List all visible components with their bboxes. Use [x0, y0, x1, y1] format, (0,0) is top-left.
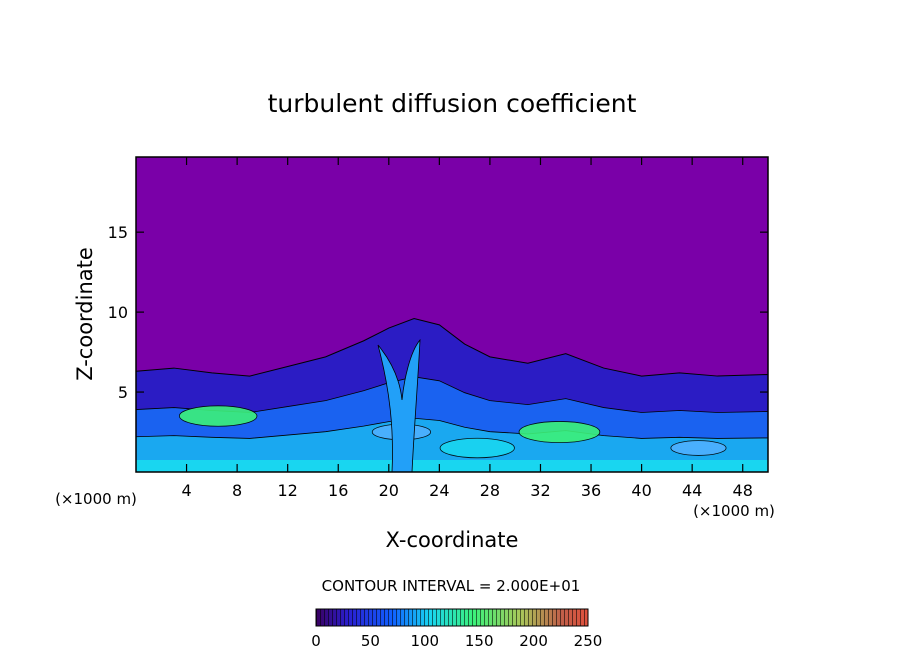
hotspot-0	[178, 405, 258, 427]
colorbar-ticks: 0 50 100 150 200 250	[311, 632, 602, 650]
x-tick-label-40: 40	[631, 481, 651, 500]
y-tick-label-5: 5	[118, 383, 128, 402]
colorbar-tick-label-50: 50	[361, 632, 380, 650]
plot-area	[136, 157, 768, 472]
hotspots	[178, 405, 727, 459]
colorbar: 0 50 100 150 200 250	[311, 608, 602, 650]
contour-interval-label: CONTOUR INTERVAL = 2.000E+01	[322, 577, 581, 595]
x-axis-label: X-coordinate	[386, 528, 519, 552]
y-axis-label: Z-coordinate	[73, 247, 97, 381]
colorbar-frame	[315, 608, 589, 627]
x-unit-label-right: (×1000 m)	[693, 502, 775, 520]
x-axis: 4 8 12 16 20 24 28 32 36 40 44 48	[181, 157, 753, 500]
x-tick-label-16: 16	[328, 481, 348, 500]
y-axis: 5 10 15	[108, 223, 768, 402]
x-tick-label-12: 12	[278, 481, 298, 500]
colorbar-tick-label-100: 100	[410, 632, 439, 650]
chart-title: turbulent diffusion coefficient	[268, 89, 637, 118]
colorbar-stripes	[316, 609, 588, 626]
y-tick-label-15: 15	[108, 223, 128, 242]
colorbar-tick-label-0: 0	[311, 632, 321, 650]
colorbar-tick-label-150: 150	[465, 632, 494, 650]
plot-frame	[135, 156, 769, 473]
x-tick-label-48: 48	[733, 481, 753, 500]
x-tick-label-8: 8	[232, 481, 242, 500]
colorbar-tick-label-250: 250	[574, 632, 603, 650]
central-plume	[377, 338, 421, 472]
hotspot-4	[670, 440, 727, 456]
surface-layer	[136, 460, 768, 472]
hotspot-3	[518, 421, 601, 444]
x-tick-label-36: 36	[581, 481, 601, 500]
x-unit-label-left: (×1000 m)	[55, 490, 137, 508]
x-tick-label-4: 4	[181, 481, 191, 500]
x-tick-label-24: 24	[429, 481, 449, 500]
y-tick-label-10: 10	[108, 303, 128, 322]
x-tick-label-32: 32	[530, 481, 550, 500]
x-tick-label-44: 44	[682, 481, 702, 500]
x-tick-label-20: 20	[379, 481, 399, 500]
x-tick-label-28: 28	[480, 481, 500, 500]
colorbar-tick-label-200: 200	[519, 632, 548, 650]
hotspot-2	[439, 437, 515, 459]
